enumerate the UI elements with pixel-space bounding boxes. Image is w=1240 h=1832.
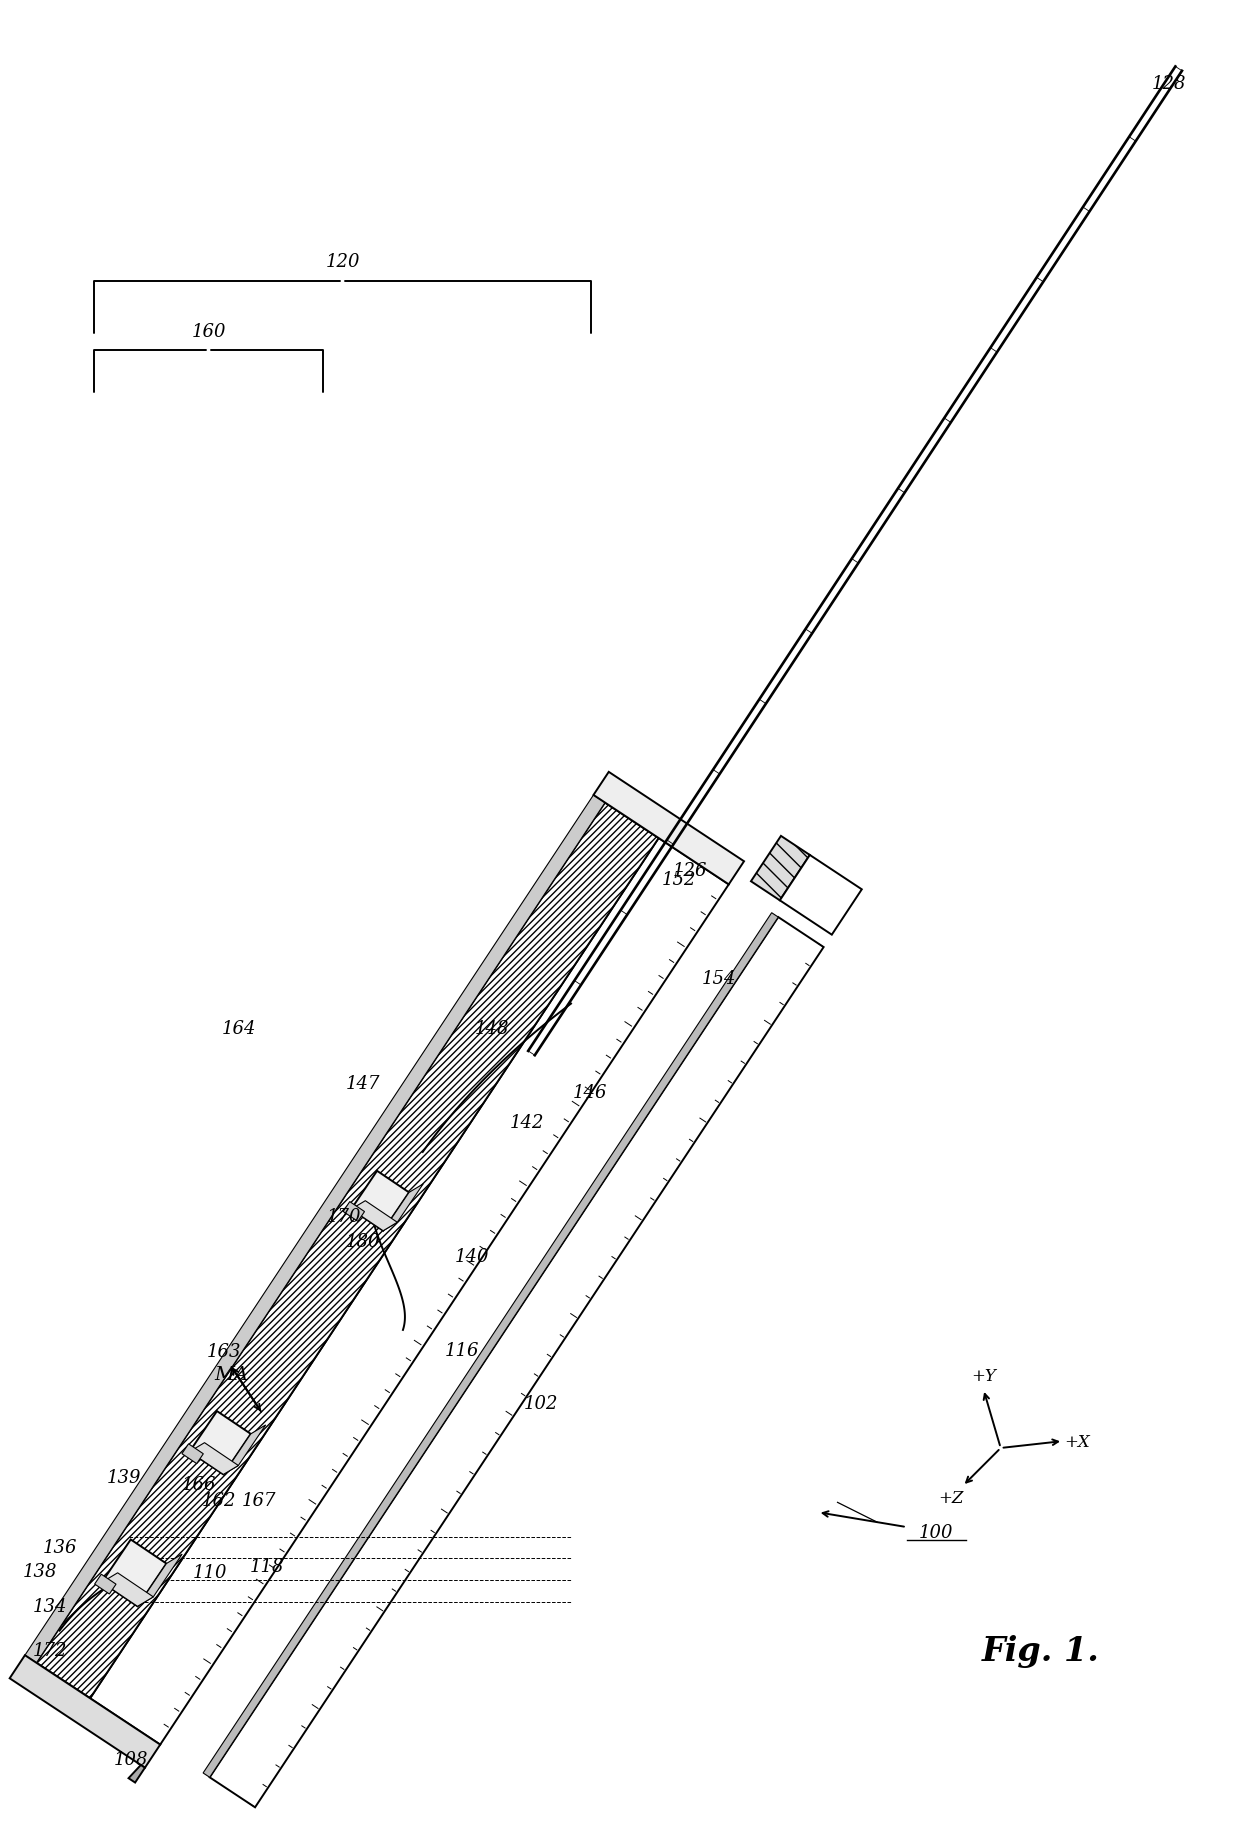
Text: 170: 170 — [326, 1207, 361, 1226]
Polygon shape — [129, 1764, 145, 1783]
Polygon shape — [383, 1183, 423, 1231]
Text: 138: 138 — [22, 1563, 57, 1581]
Text: 167: 167 — [242, 1491, 275, 1510]
Text: 110: 110 — [192, 1563, 227, 1581]
Text: 172: 172 — [32, 1641, 67, 1660]
Polygon shape — [190, 1444, 238, 1475]
Polygon shape — [91, 839, 729, 1744]
Text: 108: 108 — [113, 1751, 148, 1768]
Polygon shape — [594, 773, 744, 885]
Text: 118: 118 — [250, 1557, 284, 1576]
Text: 164: 164 — [222, 1019, 257, 1037]
Text: 102: 102 — [523, 1394, 558, 1412]
Text: +X: +X — [1064, 1433, 1090, 1449]
Text: 160: 160 — [191, 322, 226, 341]
Text: 134: 134 — [32, 1598, 67, 1616]
Polygon shape — [36, 802, 658, 1698]
Polygon shape — [190, 1411, 250, 1475]
Polygon shape — [780, 856, 862, 934]
Polygon shape — [94, 1574, 117, 1594]
Text: Fig. 1.: Fig. 1. — [981, 1634, 1099, 1667]
Polygon shape — [138, 1554, 182, 1607]
Polygon shape — [102, 1539, 166, 1607]
Text: 140: 140 — [455, 1248, 490, 1266]
Text: 142: 142 — [510, 1114, 544, 1132]
Text: 162: 162 — [202, 1491, 237, 1510]
Text: 152: 152 — [662, 870, 697, 889]
Text: +Z: +Z — [939, 1489, 963, 1506]
Polygon shape — [751, 837, 810, 901]
Text: 148: 148 — [475, 1020, 510, 1037]
Polygon shape — [210, 918, 823, 1808]
Polygon shape — [25, 795, 605, 1663]
Polygon shape — [102, 1574, 154, 1607]
Text: 126: 126 — [672, 861, 707, 879]
Text: 180: 180 — [346, 1233, 381, 1249]
Polygon shape — [351, 1171, 409, 1231]
Text: 154: 154 — [702, 969, 737, 987]
Polygon shape — [223, 1425, 265, 1475]
Polygon shape — [182, 1444, 203, 1464]
Text: 136: 136 — [42, 1537, 77, 1555]
Text: 147: 147 — [346, 1074, 381, 1092]
Polygon shape — [203, 912, 779, 1777]
Text: 139: 139 — [107, 1469, 141, 1486]
Text: 146: 146 — [573, 1083, 608, 1101]
Polygon shape — [351, 1202, 397, 1231]
Text: 166: 166 — [182, 1475, 217, 1493]
Text: 100: 100 — [919, 1522, 954, 1541]
Text: 163: 163 — [207, 1343, 242, 1361]
Text: +Y: +Y — [971, 1367, 996, 1383]
Text: 116: 116 — [445, 1341, 480, 1359]
Polygon shape — [343, 1202, 365, 1222]
Text: MA: MA — [215, 1365, 248, 1383]
Text: 120: 120 — [325, 253, 360, 271]
Text: 128: 128 — [1152, 75, 1185, 93]
Polygon shape — [10, 1656, 160, 1768]
